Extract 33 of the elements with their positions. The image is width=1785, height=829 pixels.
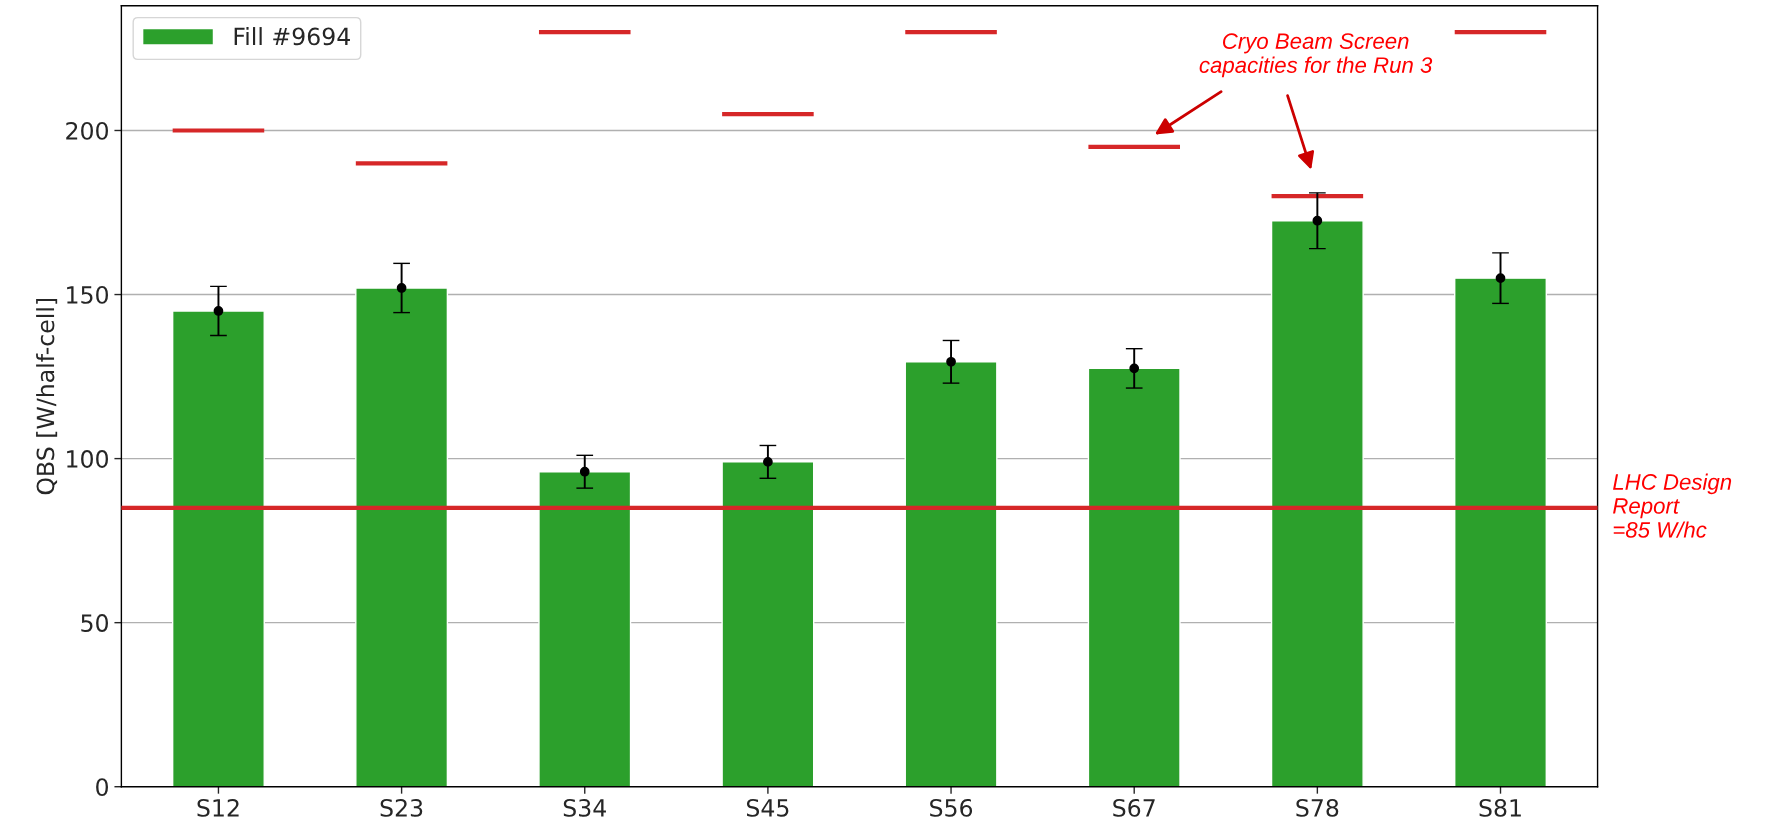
annotation: Cryo Beam Screen capacities for the Run 3 xyxy=(1199,33,1433,78)
x-tick-label: S67 xyxy=(1113,798,1155,817)
bar xyxy=(355,287,449,787)
bar xyxy=(721,461,815,787)
x-tick-label: S81 xyxy=(1479,798,1521,817)
point xyxy=(1495,273,1506,284)
bar xyxy=(1454,277,1547,787)
bar xyxy=(538,471,632,787)
point xyxy=(396,283,407,293)
point xyxy=(579,466,590,477)
x-tick-label: S78 xyxy=(1296,798,1339,817)
y-tick-label: 0 xyxy=(96,778,109,797)
x-tick-label: S56 xyxy=(930,798,973,817)
point xyxy=(213,306,224,316)
y-tick-label: 50 xyxy=(81,614,109,632)
x-tick-label: S34 xyxy=(563,798,606,817)
bar xyxy=(1270,220,1364,787)
y-tick-label: 200 xyxy=(66,121,109,140)
point xyxy=(946,356,956,367)
x-tick-label: S45 xyxy=(746,798,789,817)
y-tick-label: 100 xyxy=(67,450,109,468)
x-tick-label: S23 xyxy=(380,798,423,817)
bar xyxy=(904,361,998,787)
y-axis-title: QBS [W/half-cell] xyxy=(36,298,58,495)
bar xyxy=(171,310,265,787)
legend-label: Fill #9694 xyxy=(234,27,350,46)
y-tick-label: 150 xyxy=(67,285,109,304)
point xyxy=(1129,363,1140,374)
bar xyxy=(1087,367,1181,787)
x-tick-label: S12 xyxy=(197,798,239,817)
point xyxy=(763,457,773,467)
ref-line-label: LHC Design Report =85 W/hc xyxy=(1613,473,1732,538)
point xyxy=(1312,215,1323,226)
